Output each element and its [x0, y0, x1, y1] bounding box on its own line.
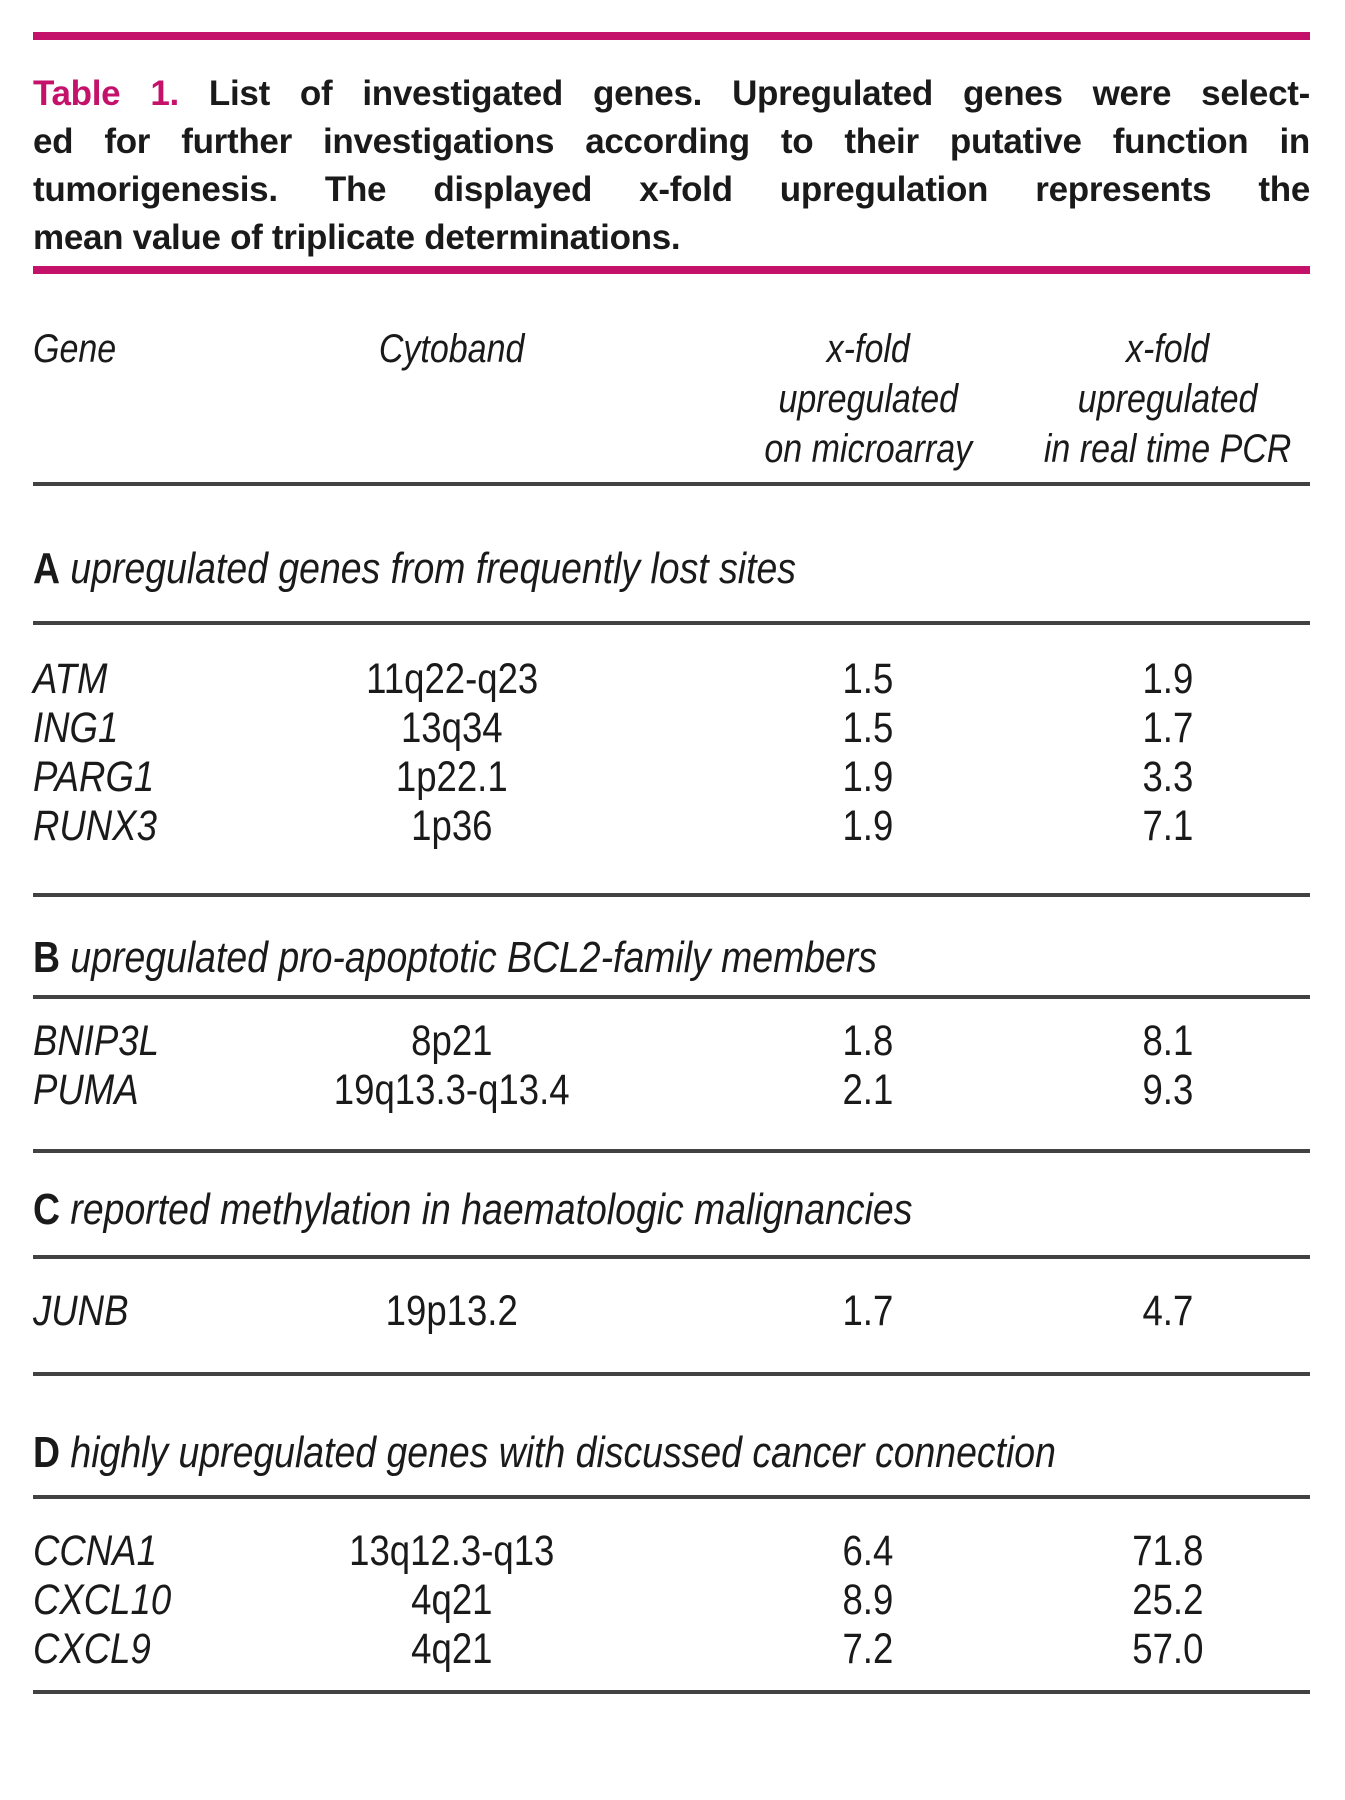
column-header-cytoband: Cytoband	[379, 327, 525, 371]
rule-table-bottom	[33, 1690, 1310, 1694]
section-b-title: upregulated pro-apoptotic BCL2-family me…	[70, 933, 877, 982]
table-row-microarray: 1.8	[842, 1017, 894, 1065]
table-row-cytoband: 1p36	[411, 802, 493, 850]
table-row-cytoband: 19p13.2	[385, 1287, 519, 1335]
table-row-pcr: 7.1	[1142, 802, 1194, 850]
table-row-cytoband: 1p22.1	[396, 753, 508, 801]
section-a-letter: A	[33, 544, 61, 593]
column-header-microarray: x-fold upregulated on microarray	[764, 327, 972, 471]
section-c-title: reported methylation in haematologic mal…	[70, 1185, 913, 1234]
table-row-microarray: 1.9	[842, 802, 894, 850]
table-caption: Table 1. List of investigated genes. Upr…	[33, 70, 1310, 262]
table-row-gene: ATM	[33, 655, 108, 703]
table-row-pcr: 57.0	[1132, 1625, 1204, 1673]
table-row-cytoband: 19q13.3-q13.4	[334, 1066, 570, 1114]
table-row-pcr: 3.3	[1142, 753, 1194, 801]
section-b-rows: BNIP3L 8p21 1.8 8.1 PUMA 19q13.3-q13.4 2…	[33, 1017, 1291, 1115]
rule-below-section-a-header	[33, 621, 1310, 625]
column-header-gene: Gene	[33, 327, 117, 371]
section-b-header: B upregulated pro-apoptotic BCL2-family …	[33, 936, 1310, 980]
table-row-microarray: 1.7	[842, 1287, 894, 1335]
rule-below-section-a	[33, 893, 1310, 897]
caption-line-1: Table 1. List of investigated genes. Upr…	[33, 70, 1310, 118]
table-row-microarray: 1.9	[842, 753, 894, 801]
section-c-letter: C	[33, 1185, 61, 1234]
rule-below-section-b	[33, 1149, 1310, 1153]
table-header-row: Gene Cytoband x-fold upregulated on micr…	[33, 324, 1292, 474]
caption-line-3: tumorigenesis. The displayed x-fold upre…	[33, 170, 1310, 209]
table-row-cytoband: 13q34	[401, 704, 503, 752]
section-d-title: highly upregulated genes with discussed …	[70, 1428, 1056, 1477]
section-c-header: C reported methylation in haematologic m…	[33, 1188, 1310, 1232]
top-accent-rule	[33, 32, 1310, 40]
caption-label: Table 1.	[33, 74, 179, 113]
column-header-realtime-pcr: x-fold upregulated in real time PCR	[1044, 327, 1292, 471]
section-d-letter: D	[33, 1428, 61, 1477]
table-row-cytoband: 4q21	[411, 1625, 493, 1673]
rule-below-section-d-header	[33, 1495, 1310, 1499]
table-row-pcr: 25.2	[1132, 1576, 1204, 1624]
table-row-gene: PUMA	[33, 1066, 139, 1114]
table-row-microarray: 1.5	[842, 655, 894, 703]
rule-below-section-c	[33, 1372, 1310, 1376]
caption-bottom-accent-rule	[33, 266, 1310, 274]
section-c-rows: JUNB 19p13.2 1.7 4.7	[33, 1287, 1291, 1336]
table-row-gene: BNIP3L	[33, 1017, 159, 1065]
caption-line-4: mean value of triplicate determinations.	[33, 218, 681, 257]
table-row-gene: CCNA1	[33, 1527, 157, 1575]
section-a-header: A upregulated genes from frequently lost…	[33, 547, 1310, 591]
table-row-cytoband: 8p21	[411, 1017, 493, 1065]
table-row-pcr: 1.7	[1142, 704, 1194, 752]
caption-text-1: List of investigated genes. Upregulated …	[208, 74, 1310, 113]
table-row-gene: CXCL10	[33, 1576, 172, 1624]
table-row-gene: RUNX3	[33, 802, 157, 850]
table-row-gene: JUNB	[33, 1287, 129, 1335]
table-row-microarray: 6.4	[842, 1527, 894, 1575]
section-b-letter: B	[33, 933, 61, 982]
rule-below-header	[33, 482, 1310, 486]
table-row-gene: CXCL9	[33, 1625, 151, 1673]
section-d-rows: CCNA1 13q12.3-q13 6.4 71.8 CXCL10 4q21 8…	[33, 1527, 1291, 1674]
table-row-gene: ING1	[33, 704, 119, 752]
table-row-pcr: 1.9	[1142, 655, 1194, 703]
table-row-pcr: 8.1	[1142, 1017, 1194, 1065]
table-row-microarray: 7.2	[842, 1625, 894, 1673]
caption-line-2: ed for further investigations according …	[33, 122, 1310, 161]
table-row-pcr: 9.3	[1142, 1066, 1194, 1114]
table-row-cytoband: 4q21	[411, 1576, 493, 1624]
table-row-pcr: 4.7	[1142, 1287, 1194, 1335]
table-row-microarray: 1.5	[842, 704, 894, 752]
rule-below-section-c-header	[33, 1255, 1310, 1259]
table-row-pcr: 71.8	[1132, 1527, 1204, 1575]
table-row-gene: PARG1	[33, 753, 155, 801]
table-row-microarray: 2.1	[842, 1066, 894, 1114]
section-a-rows: ATM 11q22-q23 1.5 1.9 ING1 13q34 1.5 1.7…	[33, 655, 1291, 851]
table-row-cytoband: 11q22-q23	[365, 655, 539, 703]
section-a-title: upregulated genes from frequently lost s…	[70, 544, 796, 593]
rule-below-section-b-header	[33, 995, 1310, 999]
table-row-microarray: 8.9	[842, 1576, 894, 1624]
table-row-cytoband: 13q12.3-q13	[349, 1527, 555, 1575]
section-d-header: D highly upregulated genes with discusse…	[33, 1431, 1310, 1475]
